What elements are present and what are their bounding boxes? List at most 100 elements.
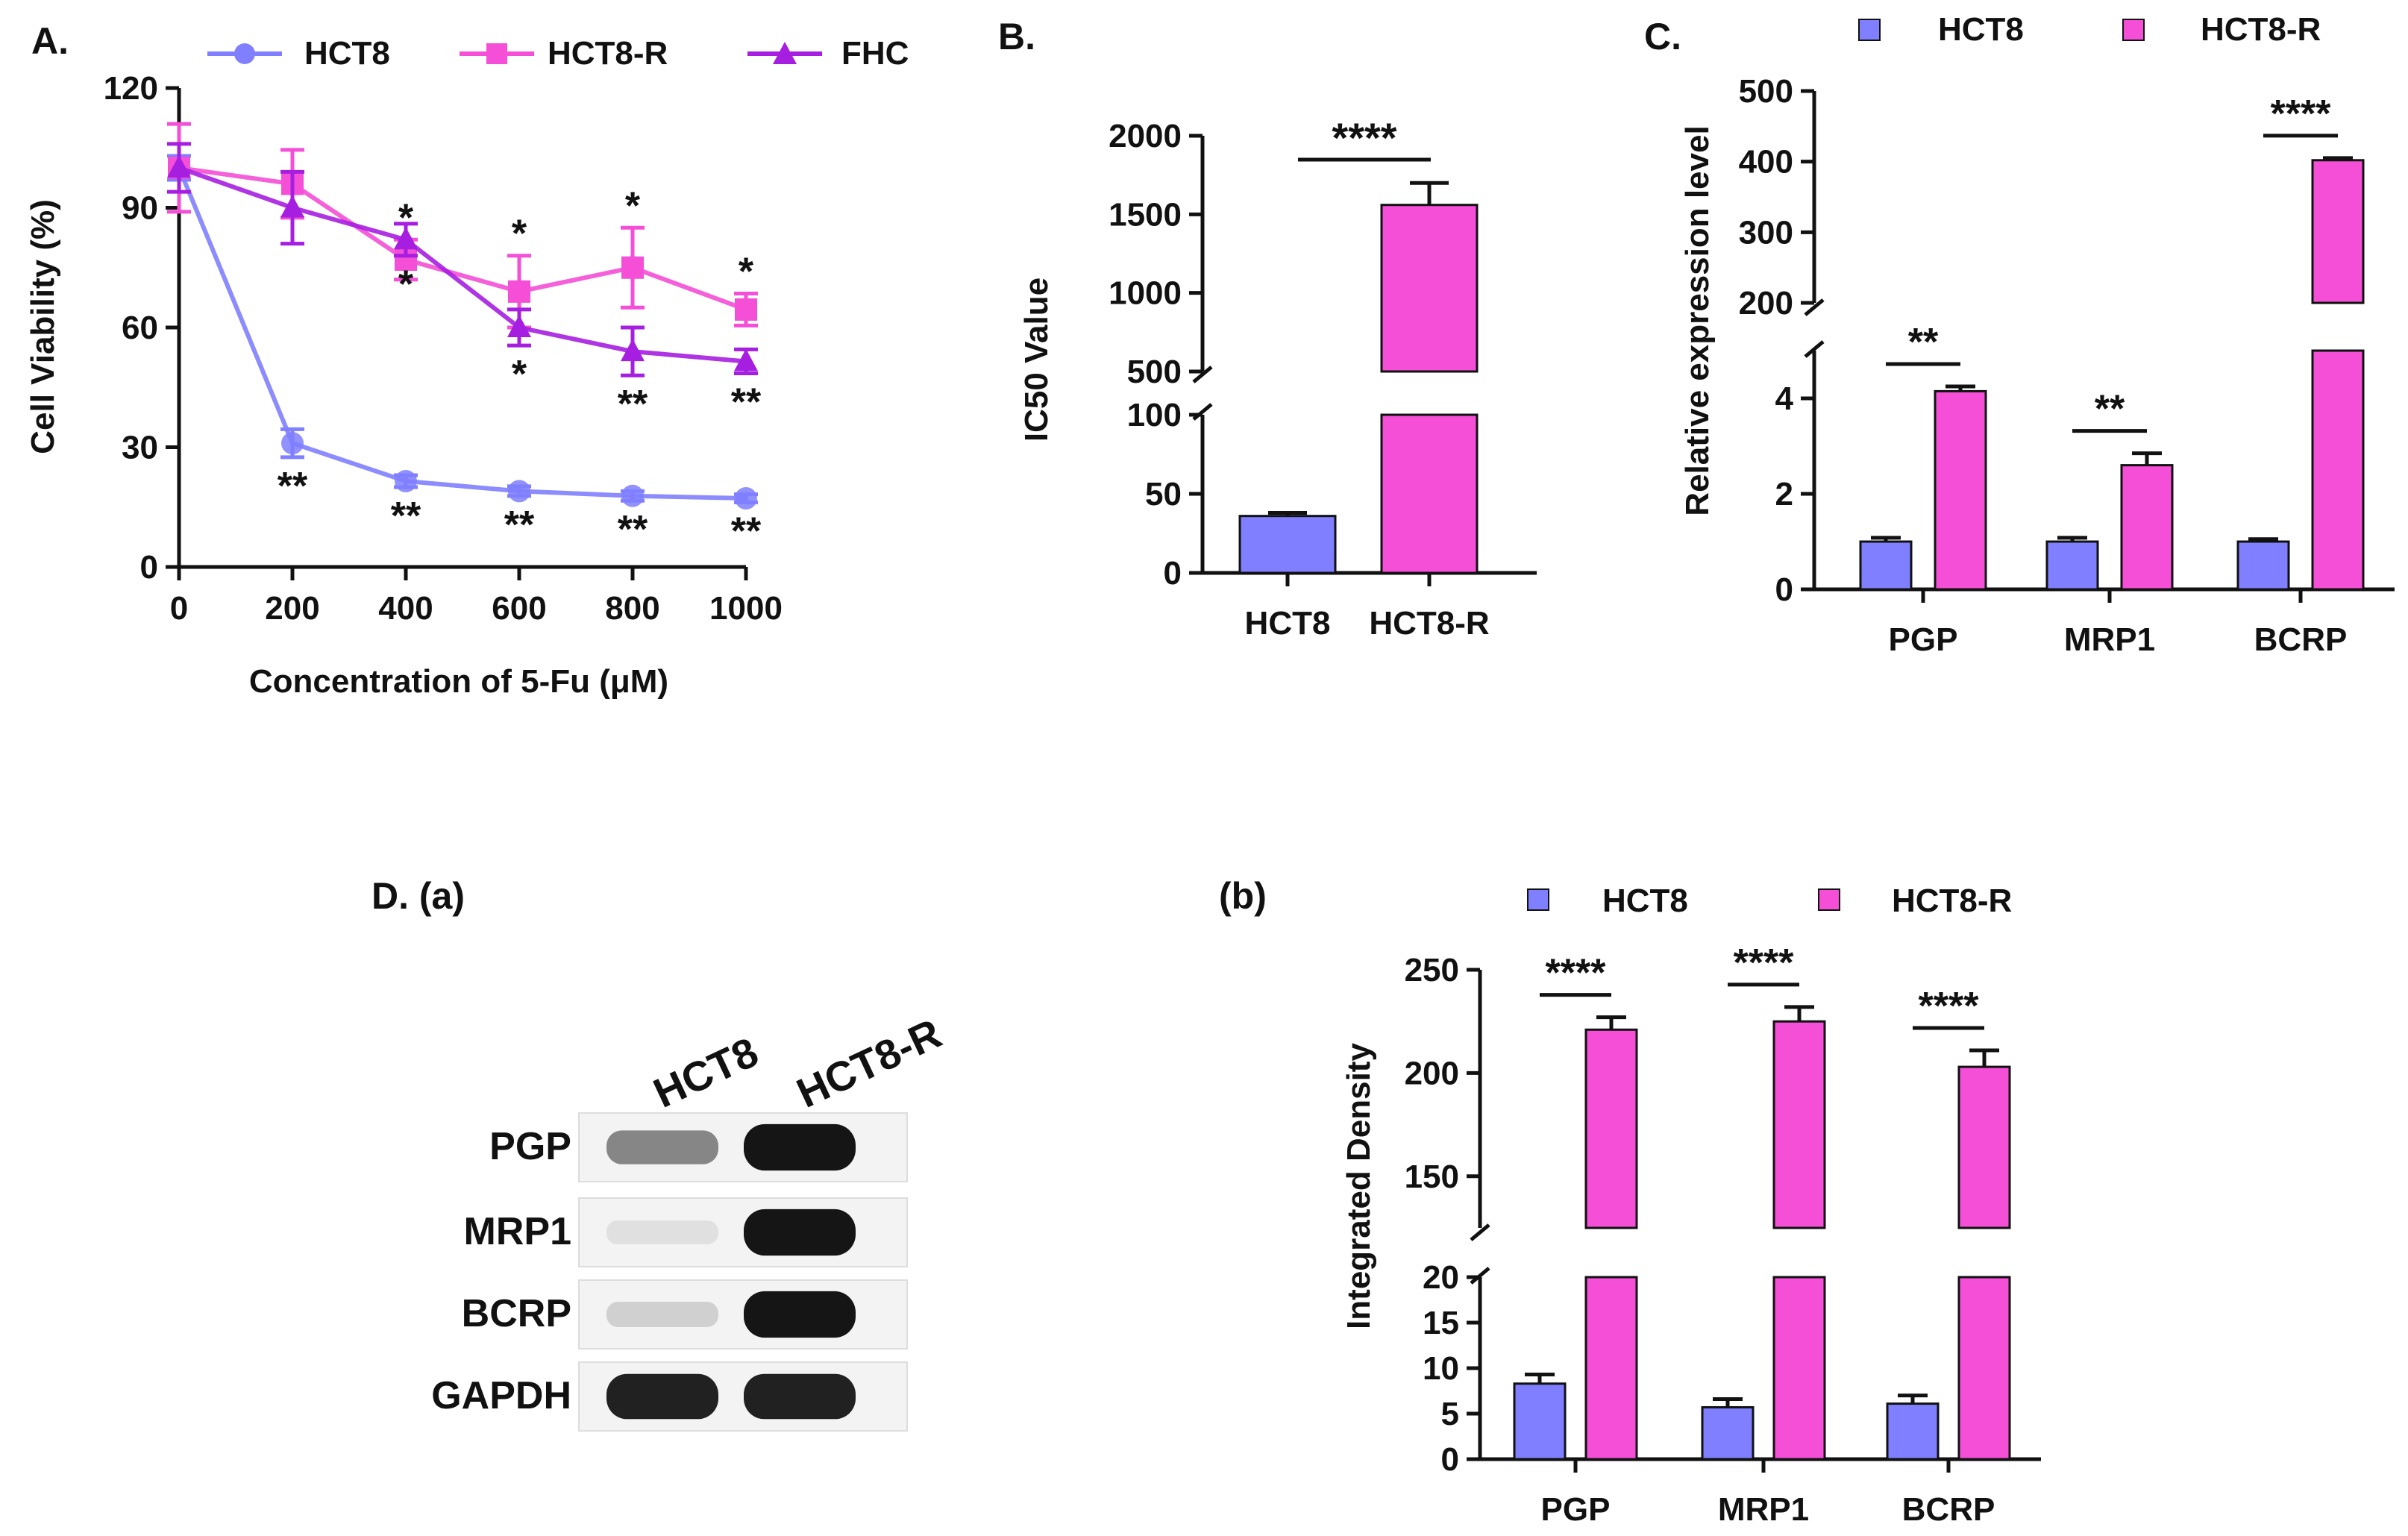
a-series-line-hct8 (177, 166, 747, 501)
b-axis-break-bottom (1192, 403, 1213, 421)
c-bar-hct8r-bcrp-upper (2311, 159, 2365, 304)
b-bar-hct8r-lower (1380, 413, 1479, 574)
c-xtick-label: PGP (1889, 621, 1958, 658)
a-point-hct8 (281, 432, 304, 455)
legend-label-hct8: HCT8 (304, 35, 390, 72)
a-xtick-label: 600 (492, 590, 546, 627)
legend-label-hct8r: HCT8-R (2201, 11, 2321, 48)
a-point-fhc (507, 315, 531, 337)
db-bar-hct8-bcrp (1886, 1402, 1940, 1461)
c-ytick-label: 4 (1775, 380, 1794, 417)
c-ytick-label: 400 (1739, 144, 1793, 181)
a-sig-hct8: ** (731, 510, 762, 553)
a-sig-hct8: ** (504, 504, 535, 547)
c-bar-hct8-bcrp (2236, 540, 2290, 591)
legend-swatch-hct8r (1818, 888, 1840, 911)
a-sig-hct8r: * (398, 196, 414, 239)
blot-band-pgp-hct8 (606, 1130, 718, 1164)
a-sig-hct8: ** (618, 508, 648, 551)
blot-band-bcrp-hct8 (606, 1301, 718, 1328)
a-xtick-label: 1000 (709, 590, 783, 627)
a-series-line-hct8r (178, 166, 747, 312)
a-point-fhc (621, 339, 645, 362)
a-sig-hct8r: * (625, 184, 641, 228)
b-xtick-label: HCT8 (1245, 605, 1331, 642)
a-sig-fhc: ** (731, 381, 762, 424)
c-axis-break-top (1804, 298, 1825, 316)
legend-label-hct8: HCT8 (1602, 883, 1688, 919)
c-ytick-label: 2 (1775, 476, 1793, 512)
b-ytick-label: 50 (1145, 476, 1182, 512)
db-bar-hct8-pgp (1513, 1382, 1567, 1461)
db-ytick-label: 0 (1441, 1441, 1459, 1478)
blot-row-label-pgp: PGP (489, 1125, 571, 1168)
c-xtick-label: BCRP (2254, 621, 2348, 658)
a-sig-hct8: ** (391, 495, 421, 538)
blot-band-mrp1-hct8 (606, 1220, 718, 1244)
c-bar-hct8-pgp (1859, 540, 1913, 591)
a-point-hct8r (508, 280, 530, 303)
a-ytick-label: 120 (104, 70, 158, 107)
db-bar-hct8r-bcrp-upper (1957, 1065, 2011, 1229)
legend-marker-hct8 (234, 43, 255, 64)
a-sig-hct8: ** (278, 465, 308, 508)
a-ytick-label: 60 (122, 310, 158, 346)
b-axis-break-top (1192, 366, 1213, 383)
b-ytick-label: 0 (1164, 555, 1182, 592)
a-sig-fhc: ** (618, 383, 648, 426)
c-xtick-label: MRP1 (2064, 621, 2155, 658)
c-bar-hct8r-bcrp-lower (2311, 349, 2365, 591)
a-xtick-label: 0 (170, 590, 188, 627)
db-ytick-label: 10 (1423, 1350, 1459, 1387)
panel-b-ylabel: IC50 Value (1018, 278, 1055, 442)
b-ytick-label: 2000 (1109, 118, 1182, 154)
db-bar-hct8r-mrp1-lower (1772, 1276, 1826, 1461)
c-ytick-label: 500 (1739, 73, 1793, 110)
legend-marker-hct8r (486, 43, 507, 64)
blot-row-label-mrp1: MRP1 (464, 1210, 571, 1253)
panel-d-b: (b) HCT8 HCT8-R 0 5 10 15 20 150 200 250 **** PGP… (1219, 875, 2041, 1528)
a-point-fhc (280, 195, 304, 218)
c-sig-label: ** (1908, 321, 1939, 364)
panel-d-label: D. (a) (371, 875, 465, 917)
a-sig-fhc: * (398, 263, 414, 307)
legend-swatch-hct8r (2122, 19, 2145, 41)
c-ytick-label: 200 (1739, 285, 1793, 322)
panel-a-ylabel: Cell Viability (%) (25, 199, 61, 454)
a-xtick-label: 200 (265, 590, 319, 627)
db-ytick-label: 15 (1423, 1305, 1459, 1341)
blot-row-label-gapdh: GAPDH (431, 1374, 571, 1417)
blot-band-gapdh-hct8 (606, 1373, 718, 1420)
panel-d-a: D. (a) HCT8 HCT8-R PGP MRP1 BCRP GAPDH (371, 875, 948, 1432)
a-point-hct8 (735, 486, 757, 510)
panel-c-label: C. (1644, 16, 1681, 57)
legend-label-hct8r: HCT8-R (548, 35, 668, 72)
legend-swatch-hct8 (1858, 19, 1881, 41)
c-bar-hct8r-mrp1 (2120, 464, 2174, 591)
a-point-hct8r (735, 298, 757, 321)
a-sig-hct8r: * (739, 251, 754, 294)
c-bar-hct8-mrp1 (2045, 540, 2099, 591)
db-axis-break-top (1470, 1223, 1490, 1241)
panel-c: C. HCT8 HCT8-R 0 2 4 200 300 400 500 ** PGP ** MRP… (1644, 11, 2395, 658)
b-ytick-label: 1500 (1109, 196, 1182, 233)
db-ytick-label: 20 (1423, 1259, 1459, 1296)
db-sig-label: **** (1919, 985, 1980, 1028)
blot-row-label-bcrp: BCRP (462, 1292, 571, 1335)
a-xtick-label: 400 (378, 590, 433, 627)
b-ytick-label: 500 (1127, 354, 1182, 390)
panel-c-legend: HCT8 HCT8-R (1858, 11, 2321, 48)
a-point-hct8 (621, 484, 644, 507)
db-ytick-label: 5 (1441, 1396, 1459, 1432)
a-xtick-label: 800 (605, 590, 659, 627)
lane-label-hct8r: HCT8-R (789, 1009, 948, 1117)
blot-band-pgp-hct8r (744, 1123, 856, 1171)
db-bar-hct8r-mrp1-upper (1772, 1020, 1826, 1229)
panel-a-legend: HCT8 HCT8-R FHC (207, 35, 909, 72)
b-xtick-label: HCT8-R (1369, 605, 1489, 642)
c-axis-break-bottom (1804, 340, 1825, 358)
legend-marker-fhc (773, 42, 797, 64)
a-point-hct8r (621, 256, 644, 279)
db-ytick-label: 250 (1405, 952, 1459, 988)
a-point-hct8 (508, 480, 530, 503)
